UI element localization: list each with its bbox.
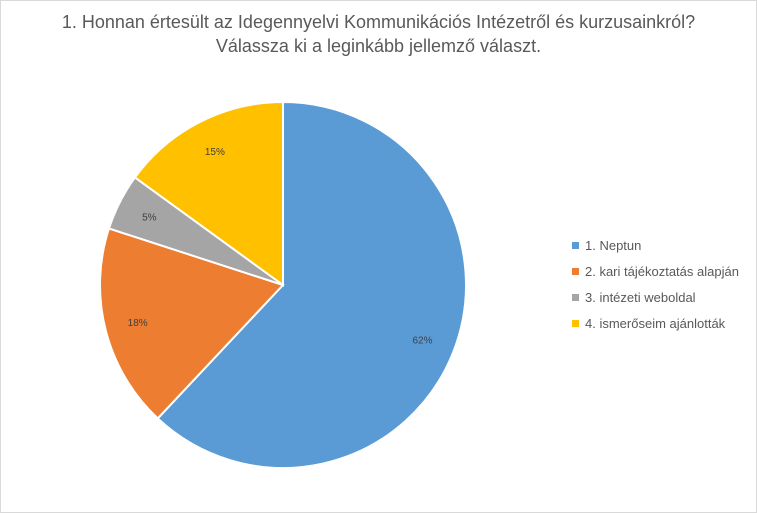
legend-swatch xyxy=(572,320,579,327)
legend-item-kari-tajekoztatas-alapjan: 2. kari tájékoztatás alapján xyxy=(572,262,739,281)
legend-item-neptun: 1. Neptun xyxy=(572,236,739,255)
pie-data-labels: 62% 18% 5% 15% xyxy=(128,147,433,347)
pie-slices xyxy=(99,100,467,469)
legend-label: 3. intézeti weboldal xyxy=(585,290,696,305)
chart-title-line-2: Válassza ki a leginkább jellemző választ… xyxy=(215,36,542,56)
legend-swatch xyxy=(572,294,579,301)
legend-item-ismeroseim-ajanlottak: 4. ismerőseim ajánlották xyxy=(572,314,739,333)
chart-title: 1. Honnan értesült az Idegennyelvi Kommu… xyxy=(0,10,757,58)
pie-slice-kari-tajekoztatas-alapjan xyxy=(99,227,285,420)
legend-swatch xyxy=(572,268,579,275)
pie-slice-neptun xyxy=(156,100,467,469)
legend-item-intezeti-weboldal: 3. intézeti weboldal xyxy=(572,288,739,307)
legend-label: 1. Neptun xyxy=(585,238,642,253)
chart-title-line-1: 1. Honnan értesült az Idegennyelvi Kommu… xyxy=(61,12,696,32)
legend-swatch xyxy=(572,242,579,249)
data-label-kari-tajekoztatas-alapjan: 18% xyxy=(128,318,148,329)
pie-slice-ismeroseim-ajanlottak xyxy=(133,100,284,287)
legend-label: 4. ismerőseim ajánlották xyxy=(585,316,726,331)
legend-label: 2. kari tájékoztatás alapján xyxy=(585,264,739,279)
data-label-neptun: 62% xyxy=(413,336,433,347)
data-label-intezeti-weboldal: 5% xyxy=(142,212,157,223)
chart-legend: 1. Neptun 2. kari tájékoztatás alapján 3. … xyxy=(572,236,739,340)
data-label-ismeroseim-ajanlottak: 15% xyxy=(205,147,225,158)
